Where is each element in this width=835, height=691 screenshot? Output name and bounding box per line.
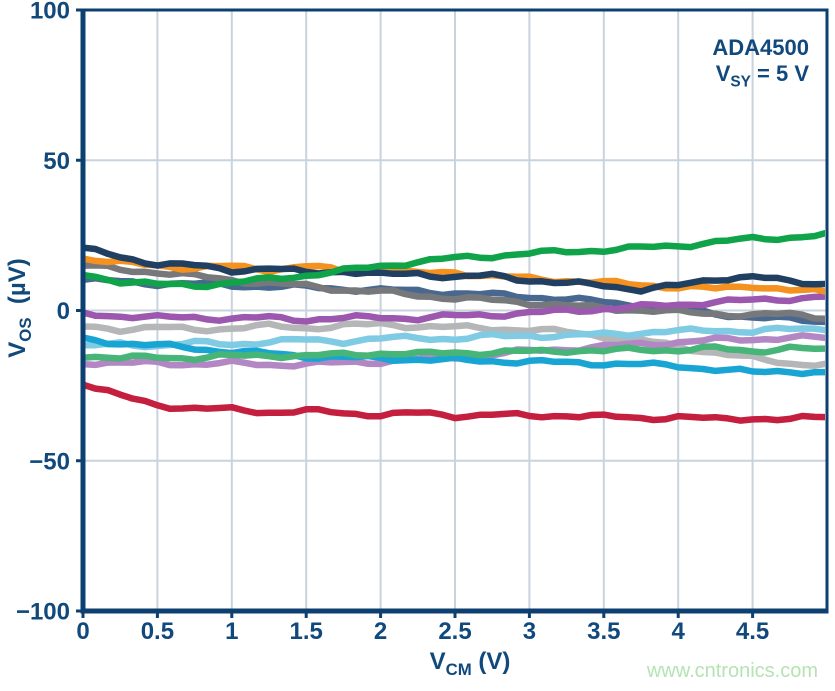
series-unit-gray-line — [85, 262, 825, 323]
x-tick-label-3: 3 — [523, 618, 536, 645]
x-axis-label: VCM (V) — [430, 648, 511, 680]
series-unit-red-line — [85, 381, 825, 424]
watermark-text: www.cntronics.com — [646, 660, 818, 682]
series-unit-darkcyan-line — [85, 334, 825, 378]
y-axis-label-symbol: V — [4, 341, 32, 358]
x-tick-label-2.5: 2.5 — [438, 618, 471, 645]
y-tick-label-0: 0 — [57, 298, 70, 325]
annotation-part-number: ADA4500 — [712, 35, 809, 60]
series-unit-silver-line — [85, 319, 825, 370]
x-tick-label-1.5: 1.5 — [290, 618, 323, 645]
y-tick-label-100: 100 — [30, 0, 70, 25]
y-tick-label-−100: −100 — [16, 599, 70, 626]
x-tick-label-1: 1 — [225, 618, 238, 645]
series-unit-navy-line — [85, 244, 825, 295]
y-axis-label-unit: (µV) — [4, 258, 32, 311]
series-unit-purple-line — [85, 293, 825, 325]
y-axis-label-subscript: OS — [15, 317, 35, 342]
x-tick-label-0: 0 — [76, 618, 89, 645]
x-axis-label-symbol: V — [429, 648, 446, 676]
chart-annotation: ADA4500 VSY = 5 V — [712, 35, 809, 95]
series-unit-green-line — [85, 229, 825, 291]
x-tick-label-4: 4 — [672, 618, 686, 645]
x-axis-label-subscript: CM — [445, 659, 472, 679]
y-tick-label-−50: −50 — [29, 448, 70, 475]
x-tick-label-2: 2 — [374, 618, 387, 645]
annotation-supply-voltage: VSY = 5 V — [715, 61, 809, 91]
x-tick-label-3.5: 3.5 — [587, 618, 620, 645]
series-unit-lightcyan-line — [85, 324, 825, 351]
y-axis-label: VOS (µV) — [4, 258, 36, 357]
x-tick-label-0.5: 0.5 — [141, 618, 174, 645]
series-unit-seagreen-line — [85, 343, 825, 364]
y-tick-label-50: 50 — [43, 148, 70, 175]
x-tick-label-4.5: 4.5 — [736, 618, 769, 645]
x-axis-label-unit: (V) — [471, 648, 511, 676]
